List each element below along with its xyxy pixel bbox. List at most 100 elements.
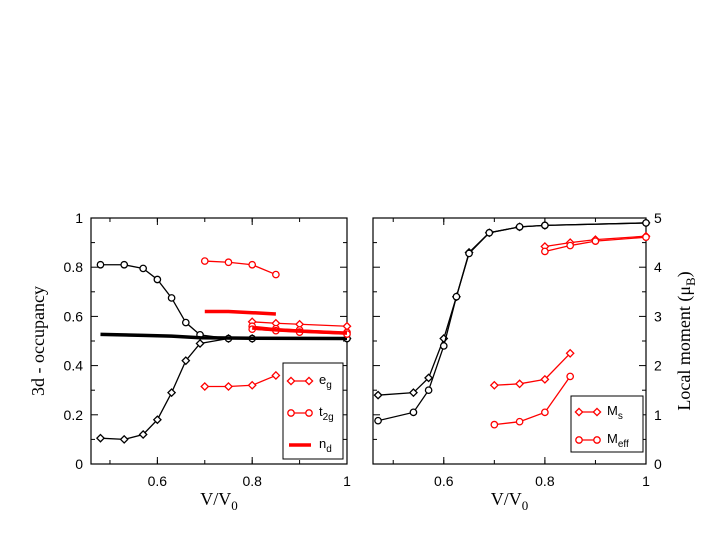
data-point bbox=[374, 416, 382, 425]
data-point bbox=[490, 420, 499, 429]
legend-marker bbox=[286, 376, 296, 386]
legend-label: t2g bbox=[319, 404, 334, 423]
series-line bbox=[544, 236, 647, 253]
series-line bbox=[100, 332, 348, 341]
x-axis-title: V/V0 bbox=[491, 489, 529, 513]
data-point bbox=[642, 219, 650, 227]
legend: Ms Meff bbox=[570, 395, 644, 453]
series-black-nd bbox=[100, 332, 348, 341]
y-tick-label: 4 bbox=[654, 259, 662, 275]
legend-marker bbox=[592, 407, 602, 417]
data-point bbox=[223, 381, 234, 392]
data-point bbox=[152, 415, 162, 425]
data-point bbox=[485, 228, 494, 237]
series-line bbox=[494, 352, 571, 386]
data-point bbox=[167, 388, 177, 398]
data-point bbox=[465, 249, 473, 258]
series-red-Meff-high bbox=[541, 233, 650, 256]
x-tick-label: 1 bbox=[343, 473, 351, 489]
series-line bbox=[544, 235, 647, 248]
series-red-t2g-high bbox=[200, 257, 280, 279]
series-line bbox=[378, 222, 647, 396]
legend-label: eg bbox=[319, 372, 332, 391]
series-line bbox=[204, 309, 276, 316]
y-tick-label: 1 bbox=[654, 407, 662, 423]
x-tick-label: 0.6 bbox=[434, 473, 454, 489]
legend-label: Ms bbox=[607, 403, 623, 422]
legend-label: nd bbox=[319, 436, 332, 455]
data-point bbox=[515, 379, 525, 389]
data-point bbox=[224, 258, 233, 267]
data-point bbox=[515, 417, 524, 426]
legend-marker bbox=[287, 409, 295, 417]
data-point bbox=[566, 372, 575, 381]
data-point bbox=[181, 356, 191, 366]
data-point bbox=[271, 370, 281, 380]
data-point bbox=[439, 342, 448, 350]
data-point bbox=[200, 381, 210, 392]
series-red-eg-low bbox=[200, 370, 281, 392]
legend-entry: nd bbox=[289, 436, 332, 455]
series-red-Ms-low bbox=[489, 348, 575, 390]
y-tick-label: 0 bbox=[654, 456, 662, 472]
legend-label: Meff bbox=[607, 431, 629, 450]
legend-marker bbox=[304, 376, 314, 386]
x-axis-title: V/V0 bbox=[200, 489, 238, 513]
series-line bbox=[100, 264, 347, 340]
series-line bbox=[252, 321, 348, 327]
data-point bbox=[642, 233, 650, 242]
data-point bbox=[153, 275, 162, 284]
data-point bbox=[541, 408, 549, 417]
chart-panel-1: 0.6 0.8 1 0 0.2 0.4 0.6 0.8 1 V/V0 3d - occupancy e… bbox=[28, 210, 352, 513]
legend-entry: t2g bbox=[287, 404, 334, 423]
x-tick-label: 1 bbox=[642, 473, 650, 489]
series-line bbox=[494, 376, 571, 426]
series-line bbox=[204, 260, 277, 276]
legend-entry: Meff bbox=[575, 431, 629, 450]
series-line bbox=[204, 374, 277, 388]
data-point bbox=[489, 380, 499, 390]
legend-box bbox=[570, 395, 644, 453]
data-point bbox=[181, 318, 190, 327]
data-point bbox=[96, 260, 105, 269]
data-point bbox=[167, 294, 176, 302]
data-point bbox=[452, 292, 461, 301]
data-point bbox=[566, 241, 575, 250]
y-tick-label: 1 bbox=[75, 210, 83, 226]
y-axis-title: Local moment (μB) bbox=[674, 271, 698, 410]
data-point bbox=[424, 386, 433, 395]
data-point bbox=[409, 408, 418, 417]
data-point bbox=[591, 237, 600, 245]
y-tick-label: 3 bbox=[654, 308, 662, 324]
x-tick-label: 0.8 bbox=[535, 473, 555, 489]
series-black-diamonds bbox=[373, 218, 651, 400]
data-point bbox=[541, 247, 549, 256]
data-point bbox=[565, 348, 575, 358]
legend-marker bbox=[305, 409, 313, 417]
x-tick-label: 0.6 bbox=[148, 473, 168, 489]
data-point bbox=[119, 434, 129, 444]
series-line bbox=[252, 326, 348, 335]
data-point bbox=[540, 374, 550, 384]
series-red-nd-right bbox=[252, 326, 348, 335]
series-line bbox=[377, 222, 647, 422]
series-red-Meff-low bbox=[490, 372, 575, 429]
y-tick-label: 0 bbox=[75, 456, 83, 472]
data-point bbox=[541, 221, 549, 230]
y-tick-label: 5 bbox=[654, 210, 662, 226]
legend-entry: Ms bbox=[574, 403, 623, 422]
y-tick-label: 0.6 bbox=[64, 308, 84, 324]
y-tick-label: 0.4 bbox=[64, 358, 84, 374]
data-point bbox=[139, 264, 147, 273]
data-point bbox=[373, 390, 383, 400]
data-point bbox=[95, 433, 106, 443]
y-axis-title: 3d - occupancy bbox=[28, 286, 48, 396]
data-point bbox=[247, 380, 257, 390]
legend-marker bbox=[575, 436, 583, 444]
data-point bbox=[200, 257, 209, 265]
series-black-circles bbox=[374, 219, 650, 425]
series-black-circles bbox=[96, 260, 351, 343]
y-tick-label: 2 bbox=[654, 358, 662, 374]
